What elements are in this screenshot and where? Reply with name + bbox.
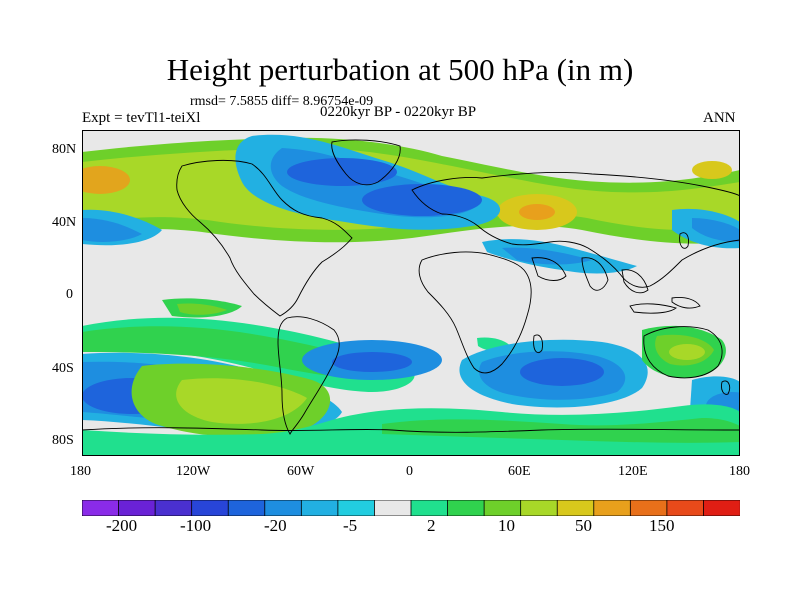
colorbar-swatch xyxy=(447,500,485,516)
colorbar-swatch xyxy=(483,500,522,516)
colorbar-label-minus5: -5 xyxy=(343,516,358,535)
lon-label-180e: 180 xyxy=(729,464,750,479)
colorbar-label-10: 10 xyxy=(498,516,515,535)
colorbar-label-minus20: -20 xyxy=(264,516,287,535)
colorbar-swatch xyxy=(374,500,412,516)
plot-title: Height perturbation at 500 hPa (in m) xyxy=(166,52,634,87)
colorbar-swatch xyxy=(264,500,303,516)
colorbar-swatch xyxy=(593,500,632,516)
season-label: ANN xyxy=(703,110,736,126)
colorbar-swatch xyxy=(629,500,668,516)
colorbar-swatch xyxy=(520,500,558,516)
colorbar-swatch xyxy=(118,500,156,516)
colorbar-label-minus200: -200 xyxy=(106,516,138,535)
colorbar-swatch xyxy=(410,500,449,516)
colorbar-label-50: 50 xyxy=(575,516,592,535)
lat-label-80s: 80S xyxy=(52,433,74,448)
colorbar-swatch xyxy=(703,500,740,516)
lat-label-80n: 80N xyxy=(52,142,77,157)
colorbar-swatch xyxy=(666,500,705,516)
lat-label-40n: 40N xyxy=(52,215,77,230)
lat-label-equator: 0 xyxy=(66,287,73,302)
colorbar-swatch xyxy=(191,500,229,516)
map-panel xyxy=(82,130,740,456)
lon-label-60e: 60E xyxy=(508,464,531,479)
lon-label-120w: 120W xyxy=(176,464,211,479)
lon-label-180w: 180 xyxy=(70,464,91,479)
colorbar-swatch xyxy=(556,500,595,516)
contour-field xyxy=(82,130,740,456)
colorbar-swatch xyxy=(154,500,193,516)
lon-label-60w: 60W xyxy=(287,464,315,479)
experiment-label: Expt = tevTl1-teiXl xyxy=(82,110,201,126)
stats-line: rmsd= 7.5855 diff= 8.96754e-09 xyxy=(190,94,374,109)
coastlines xyxy=(82,139,740,435)
colorbar-swatch xyxy=(227,500,266,516)
lat-label-40s: 40S xyxy=(52,361,74,376)
colorbar-swatch xyxy=(300,500,339,516)
period-label: 0220kyr BP - 0220kyr BP xyxy=(320,104,477,120)
colorbar-label-minus100: -100 xyxy=(180,516,212,535)
lon-label-120e: 120E xyxy=(618,464,648,479)
colorbar-label-2: 2 xyxy=(427,516,436,535)
lon-label-0: 0 xyxy=(406,464,413,479)
colorbar-swatch xyxy=(337,500,376,516)
colorbar xyxy=(82,500,740,516)
colorbar-swatch xyxy=(82,500,120,516)
colorbar-label-150: 150 xyxy=(649,516,675,535)
